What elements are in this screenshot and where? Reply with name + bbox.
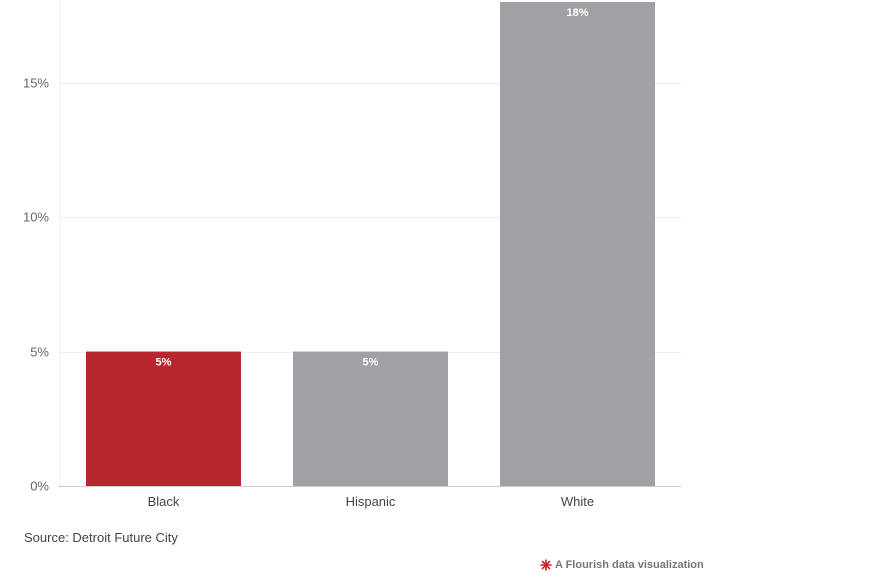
flourish-credit-text: A Flourish data visualization (555, 559, 704, 571)
data-label: 5% (363, 357, 379, 369)
bars: 5% 5% 18% (86, 2, 655, 486)
x-tick-label: Black (148, 494, 180, 509)
bar-white[interactable] (500, 2, 655, 486)
y-tick-label: 0% (30, 479, 49, 494)
flourish-credit-link[interactable]: A Flourish data visualization (540, 559, 704, 571)
y-tick-label: 15% (23, 76, 49, 91)
flourish-logo-icon (540, 559, 552, 571)
bar-black[interactable] (86, 351, 241, 486)
x-tick-label: White (561, 494, 594, 509)
source-note: Source: Detroit Future City (24, 530, 178, 545)
y-axis-ticks: 0% 5% 10% 15% (23, 76, 49, 494)
x-tick-label: Hispanic (346, 494, 396, 509)
x-axis-labels: Black Hispanic White (148, 494, 595, 509)
data-label: 5% (156, 357, 172, 369)
data-label: 18% (566, 7, 588, 19)
bar-hispanic[interactable] (293, 351, 448, 486)
y-tick-label: 5% (30, 345, 49, 360)
y-tick-label: 10% (23, 210, 49, 225)
